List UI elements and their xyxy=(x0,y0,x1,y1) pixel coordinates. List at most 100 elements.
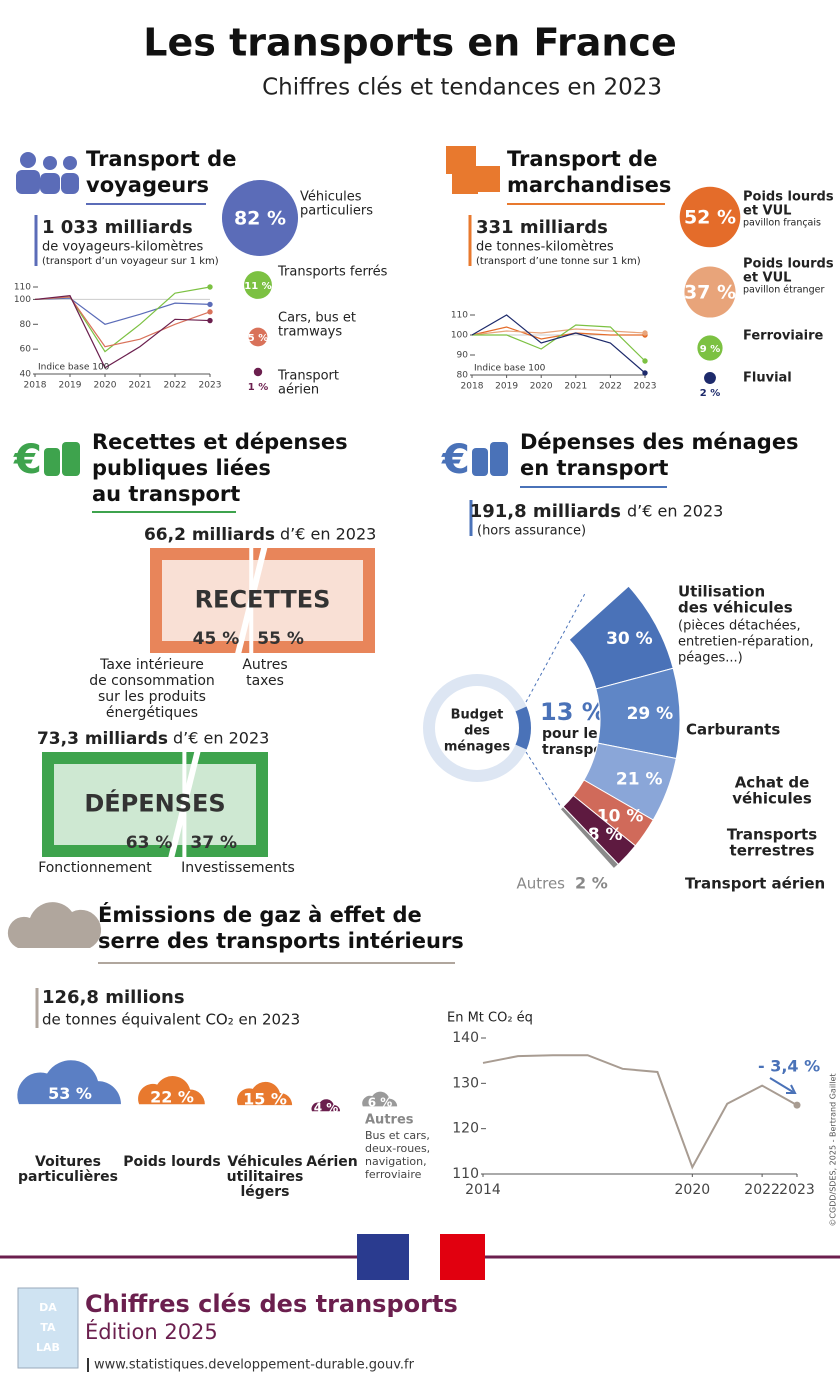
section-title: serre des transports intérieurs xyxy=(98,929,464,953)
part-label: de consommation xyxy=(89,673,215,689)
x-tick-label: 2014 xyxy=(465,1182,501,1198)
share-label: Cars, bus et xyxy=(278,311,356,326)
spend-label: des véhicules xyxy=(678,599,793,617)
share-label: Poids lourds xyxy=(743,190,834,205)
end-point xyxy=(207,301,213,308)
x-tick-label: 2021 xyxy=(564,382,587,392)
section-title: publiques liées xyxy=(92,456,271,480)
spend-label: Transport aérien xyxy=(685,875,825,893)
annotation: Indice base 100 xyxy=(38,363,110,373)
euro-coins-icon: € xyxy=(13,437,80,483)
end-point xyxy=(793,1101,801,1109)
share-label: Véhicules xyxy=(300,190,362,205)
x-tick-label: 2021 xyxy=(129,381,152,391)
amount-unit: d’€ en 2023 xyxy=(173,729,269,748)
cover-letters: LAB xyxy=(36,1341,60,1354)
section-title: marchandises xyxy=(507,173,671,197)
cover-letters: TA xyxy=(40,1321,56,1334)
emission-detail: navigation, xyxy=(365,1155,427,1168)
budget-value: 13 % xyxy=(540,698,606,726)
share-label: Ferroviaire xyxy=(743,329,823,344)
boxes-icon xyxy=(446,146,500,194)
x-tick-label: 2023 xyxy=(634,382,657,392)
part-label: Taxe intérieure xyxy=(99,657,204,673)
y-tick-label: 110 xyxy=(452,1166,479,1182)
emission-label: Voitures xyxy=(35,1154,101,1170)
end-point xyxy=(207,309,213,315)
share-sublabel: pavillon étranger xyxy=(743,285,824,296)
x-tick-label: 2022 xyxy=(164,381,187,391)
spend-label: Carburants xyxy=(686,721,780,739)
share-bubble xyxy=(244,271,272,299)
part-label: sur les produits xyxy=(98,689,206,705)
footer-url: www.statistiques.developpement-durable.g… xyxy=(94,1358,415,1373)
value-label: 29 % xyxy=(627,704,674,724)
amount-unit: de tonnes équivalent CO₂ en 2023 xyxy=(42,1011,300,1029)
note-split xyxy=(234,543,269,658)
section-title: voyageurs xyxy=(86,173,209,197)
amount-unit: d’€ en 2023 xyxy=(627,502,723,521)
value-label: 21 % xyxy=(616,770,663,790)
x-tick-label: 2020 xyxy=(530,382,553,392)
amount: 191,8 milliards xyxy=(470,501,621,522)
value-label: 22 % xyxy=(150,1088,194,1107)
cover xyxy=(17,1287,79,1369)
share-bubble xyxy=(248,327,268,347)
y-tick-label: 100 xyxy=(14,295,31,305)
connector xyxy=(525,593,586,703)
series-line xyxy=(34,295,211,369)
title: Les transports en France xyxy=(143,21,676,65)
svg-text:€: € xyxy=(13,437,42,483)
emission-label: légers xyxy=(240,1184,289,1200)
end-point xyxy=(642,330,648,336)
end-point xyxy=(207,284,213,290)
spend-label: Utilisation xyxy=(678,583,765,601)
share-bubble xyxy=(704,372,716,384)
section-title: au transport xyxy=(92,482,240,506)
x-tick-label: 2020 xyxy=(94,381,117,391)
connector xyxy=(525,751,563,810)
unit: de voyageurs-kilomètres xyxy=(42,240,204,255)
spend-label: Achat de xyxy=(735,774,810,792)
spend-label: Transports xyxy=(727,826,817,844)
share-label: Fluvial xyxy=(743,371,792,386)
subtitle: Chiffres clés et tendances en 2023 xyxy=(262,75,662,101)
amount-unit: d’€ en 2023 xyxy=(280,525,376,544)
part-label: Autres xyxy=(242,657,287,673)
budget-label: des xyxy=(464,724,490,739)
share-sublabel: pavillon français xyxy=(743,218,821,229)
series-line xyxy=(472,324,646,362)
y-tick-label: 110 xyxy=(451,311,468,321)
footer-title: Chiffres clés des transports xyxy=(85,1290,458,1318)
emission-detail: deux-roues, xyxy=(365,1142,430,1155)
share-label: et VUL xyxy=(743,271,791,286)
y-tick-label: 60 xyxy=(20,345,32,355)
note-label: RECETTES xyxy=(195,586,331,614)
series-line xyxy=(34,296,211,348)
credit: ©CGDD/SDES, 2025 - Bertrand Gaillet xyxy=(829,1073,838,1226)
share-label: aérien xyxy=(278,383,319,398)
series-line xyxy=(471,326,645,340)
svg-text:€: € xyxy=(441,437,470,483)
flag xyxy=(357,1234,485,1280)
emission-detail: ferroviaire xyxy=(365,1168,422,1181)
share-bubble xyxy=(684,266,736,318)
y-tick-label: 90 xyxy=(457,351,469,361)
x-tick-label: 2018 xyxy=(461,382,484,392)
value-label: 53 % xyxy=(48,1084,92,1103)
value-label: 45 % xyxy=(193,629,240,649)
value-label: 37 % xyxy=(190,833,237,853)
value-label: 8 % xyxy=(588,825,623,845)
x-tick-label: 2020 xyxy=(675,1182,711,1198)
x-tick-label: 2023 xyxy=(779,1182,815,1198)
spend-label: véhicules xyxy=(732,790,812,808)
share-bubble xyxy=(697,335,723,361)
value-label: 37 % xyxy=(684,282,736,304)
value-label: 55 % xyxy=(257,629,304,649)
value-label: 11 % xyxy=(244,281,271,292)
part-label: Fonctionnement xyxy=(38,860,152,876)
spend-label: terrestres xyxy=(730,842,815,860)
total: 1 033 milliards xyxy=(42,217,193,238)
